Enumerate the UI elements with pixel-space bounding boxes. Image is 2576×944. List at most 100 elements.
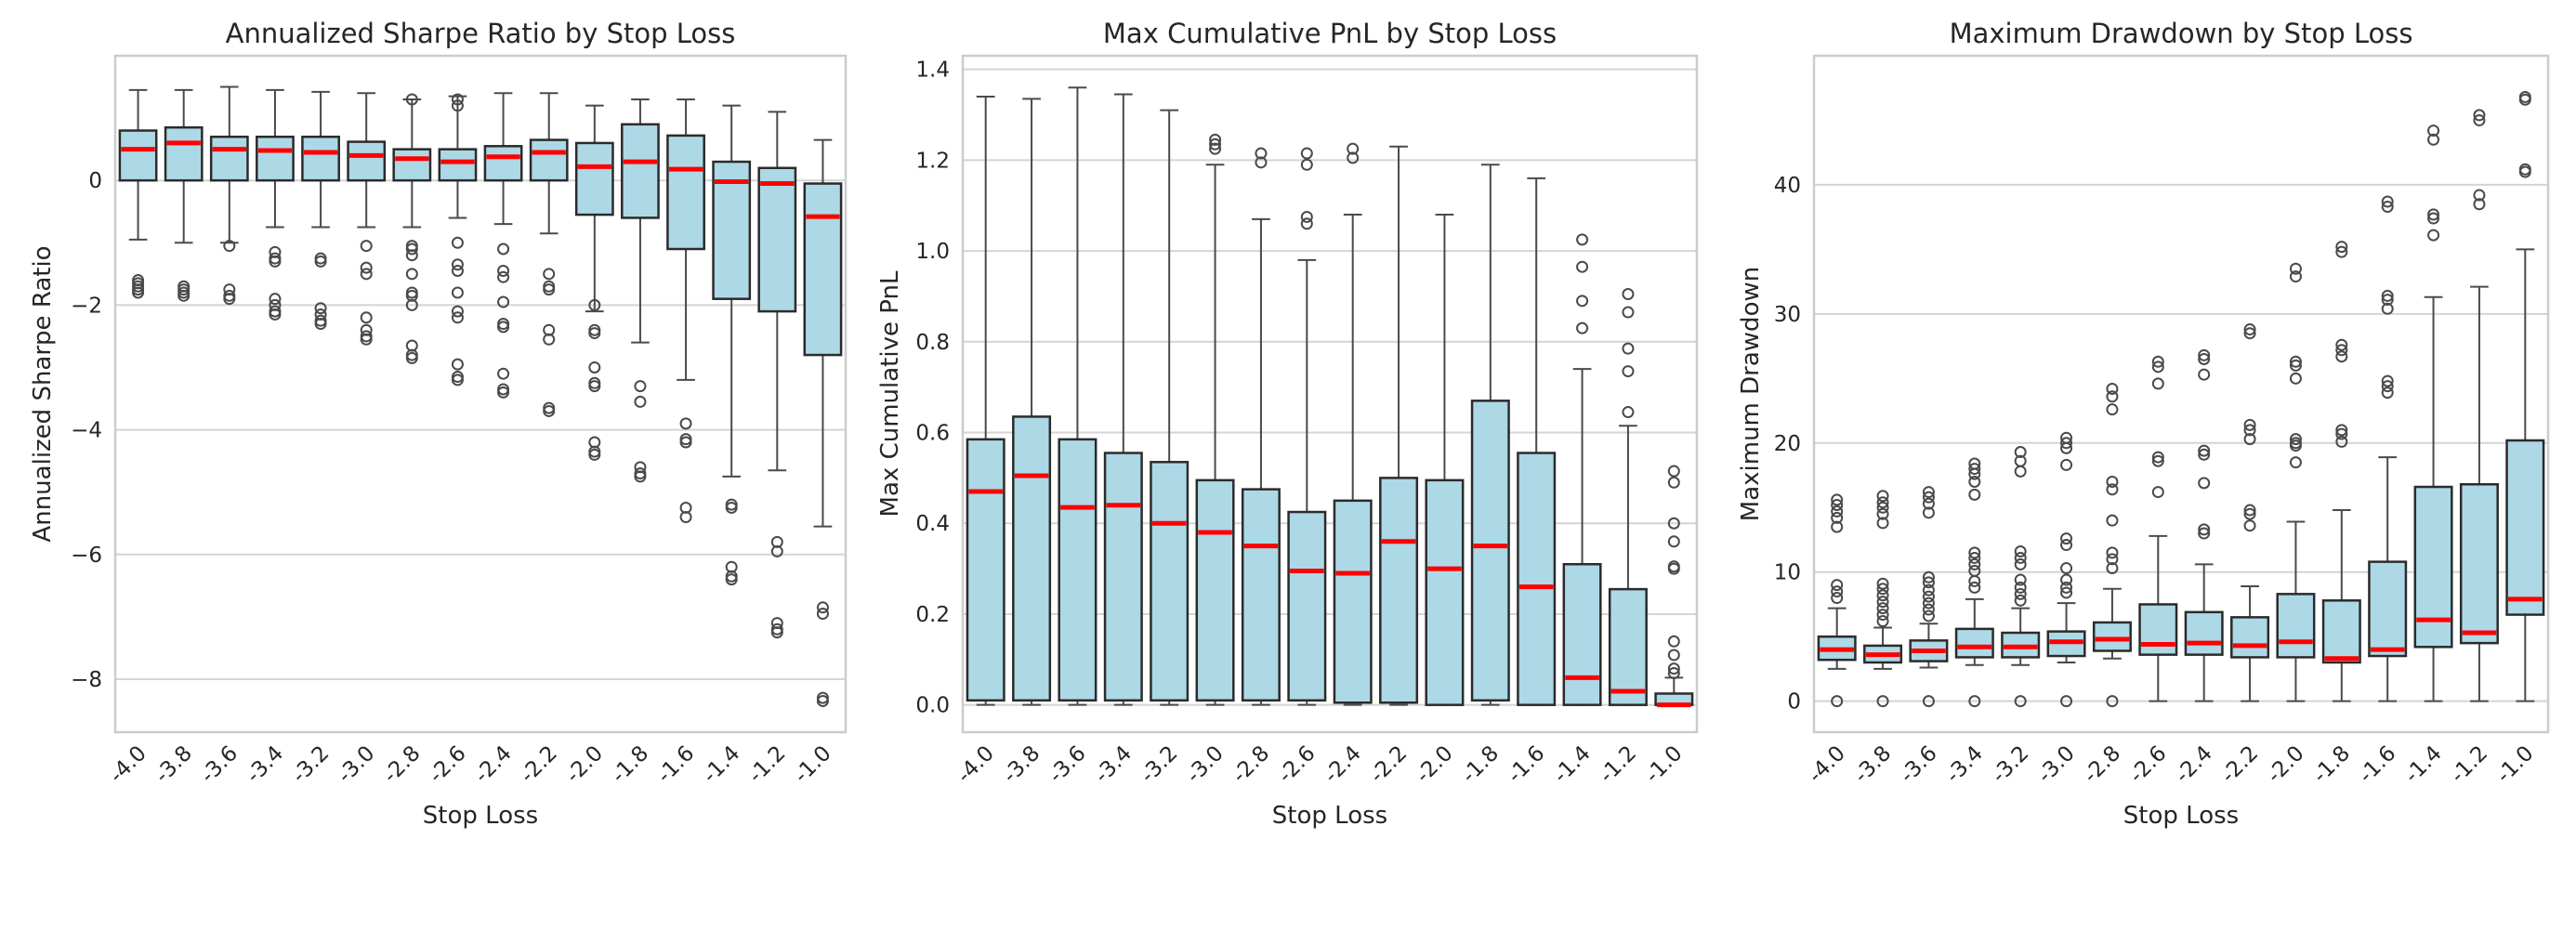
drawdown-boxes [1817, 90, 2545, 708]
drawdown-outlier-point [2198, 348, 2211, 361]
drawdown-outlier-point [1922, 597, 1935, 610]
drawdown-outlier-point [2014, 454, 2027, 467]
pnl-outlier-point [1667, 465, 1680, 478]
pnl-outlier-point [1347, 142, 1360, 155]
drawdown-outlier-point [2060, 562, 2073, 575]
drawdown-outlier-point [1968, 463, 1981, 476]
drawdown-outlier-point [2106, 403, 2119, 416]
drawdown-box-group [2001, 446, 2041, 708]
pnl-y-tick-label: 1.0 [915, 240, 950, 264]
drawdown-outlier-point [1876, 602, 1889, 615]
drawdown-outlier-point [1922, 603, 1935, 616]
sharpe-outlier-point [223, 293, 236, 306]
pnl-outlier-point [1209, 142, 1222, 155]
sharpe-x-tick-label: -2.8 [378, 741, 425, 788]
pnl-iqr-box [1333, 499, 1373, 704]
sharpe-outlier-point [543, 404, 556, 417]
pnl-iqr-box [1058, 438, 1097, 702]
pnl-box-group [1333, 142, 1373, 706]
sharpe-outlier-point [634, 395, 647, 408]
drawdown-outlier-point [2060, 431, 2073, 444]
drawdown-outlier-point [2014, 594, 2027, 607]
pnl-outlier-point [1347, 151, 1360, 164]
sharpe-outlier-point [679, 436, 692, 449]
drawdown-iqr-box [1954, 627, 1994, 659]
drawdown-outlier-point [2106, 546, 2119, 559]
drawdown-outlier-point [2106, 553, 2119, 566]
drawdown-x-tick-label: -3.4 [1941, 741, 1988, 788]
pnl-outlier-point [1209, 138, 1222, 151]
sharpe-outlier-point [451, 258, 464, 271]
pnl-x-tick-label: -2.8 [1228, 741, 1274, 788]
drawdown-x-tick-label: -3.6 [1896, 741, 1942, 788]
sharpe-outlier-point [588, 448, 601, 461]
sharpe-outlier-point [451, 93, 464, 106]
pnl-outlier-point [1300, 210, 1313, 223]
drawdown-outlier-point [2151, 451, 2164, 464]
sharpe-y-ticks: −8 −6 −4 −2 0 [71, 169, 102, 692]
drawdown-outlier-point [2151, 355, 2164, 368]
sharpe-y-tick-label: −6 [71, 544, 102, 568]
drawdown-outlier-point [2151, 361, 2164, 374]
drawdown-x-tick-label: -2.2 [2216, 741, 2263, 788]
sharpe-plot-frame [113, 54, 848, 734]
drawdown-box-group [2459, 109, 2499, 702]
pnl-iqr-box [966, 438, 1005, 702]
drawdown-outlier-point [2381, 380, 2394, 393]
drawdown-outlier-point [2335, 241, 2348, 254]
drawdown-outlier-point [1968, 581, 1981, 594]
drawdown-outlier-point [1876, 583, 1889, 596]
pnl-outlier-point [1209, 133, 1222, 146]
drawdown-outlier-point [2289, 372, 2302, 385]
pnl-outlier-point [1622, 365, 1635, 378]
pnl-box-group [1654, 465, 1694, 708]
sharpe-box-group [483, 92, 523, 399]
sharpe-iqr-box [483, 145, 523, 182]
sharpe-outlier-point [770, 544, 783, 557]
sharpe-iqr-box [301, 135, 340, 182]
drawdown-outlier-point [1968, 457, 1981, 470]
sharpe-x-tick-label: -3.6 [196, 741, 243, 788]
sharpe-outlier-point [405, 268, 418, 281]
sharpe-outlier-point [360, 261, 373, 274]
sharpe-outlier-point [451, 305, 464, 318]
pnl-outlier-point [1255, 147, 1268, 160]
pnl-box-group [1608, 288, 1648, 706]
sharpe-box-group [757, 111, 797, 639]
drawdown-outlier-point [1922, 570, 1935, 583]
drawdown-iqr-box [2368, 560, 2408, 658]
pnl-x-tick-label: -2.2 [1365, 741, 1412, 788]
drawdown-outlier-point [2427, 125, 2440, 138]
sharpe-box-group [209, 85, 249, 306]
sharpe-x-tick-label: -3.8 [151, 741, 197, 788]
drawdown-outlier-point [2060, 539, 2073, 552]
sharpe-x-tick-label: -3.2 [287, 741, 334, 788]
drawdown-outlier-point [2151, 377, 2164, 390]
pnl-y-tick-label: 1.2 [915, 149, 950, 173]
drawdown-x-tick-label: -1.4 [2400, 741, 2447, 788]
drawdown-outlier-point [1831, 498, 1844, 511]
drawdown-iqr-box [2184, 610, 2224, 656]
drawdown-outlier-point [2106, 475, 2119, 488]
drawdown-outlier-point [2198, 523, 2211, 536]
sharpe-x-tick-label: -2.0 [561, 741, 608, 788]
drawdown-box-group [1909, 486, 1949, 708]
pnl-box-group [1150, 109, 1189, 706]
drawdown-y-tick-label: 30 [1774, 303, 1801, 327]
sharpe-x-tick-label: -1.8 [607, 741, 653, 788]
sharpe-outlier-point [269, 293, 282, 306]
drawdown-outlier-point [2289, 262, 2302, 275]
sharpe-outlier-point [314, 255, 327, 268]
pnl-box-group [1562, 233, 1602, 706]
drawdown-outlier-point [2243, 507, 2256, 520]
drawdown-outlier-point [2381, 302, 2394, 315]
drawdown-outlier-point [2060, 458, 2073, 471]
sharpe-iqr-box [574, 141, 614, 216]
drawdown-outlier-point [2335, 350, 2348, 363]
drawdown-outlier-point [2106, 514, 2119, 527]
sharpe-outlier-point [360, 268, 373, 281]
drawdown-outlier-point [2014, 581, 2027, 594]
drawdown-outlier-point [1968, 551, 1981, 564]
drawdown-outlier-point [2060, 573, 2073, 586]
